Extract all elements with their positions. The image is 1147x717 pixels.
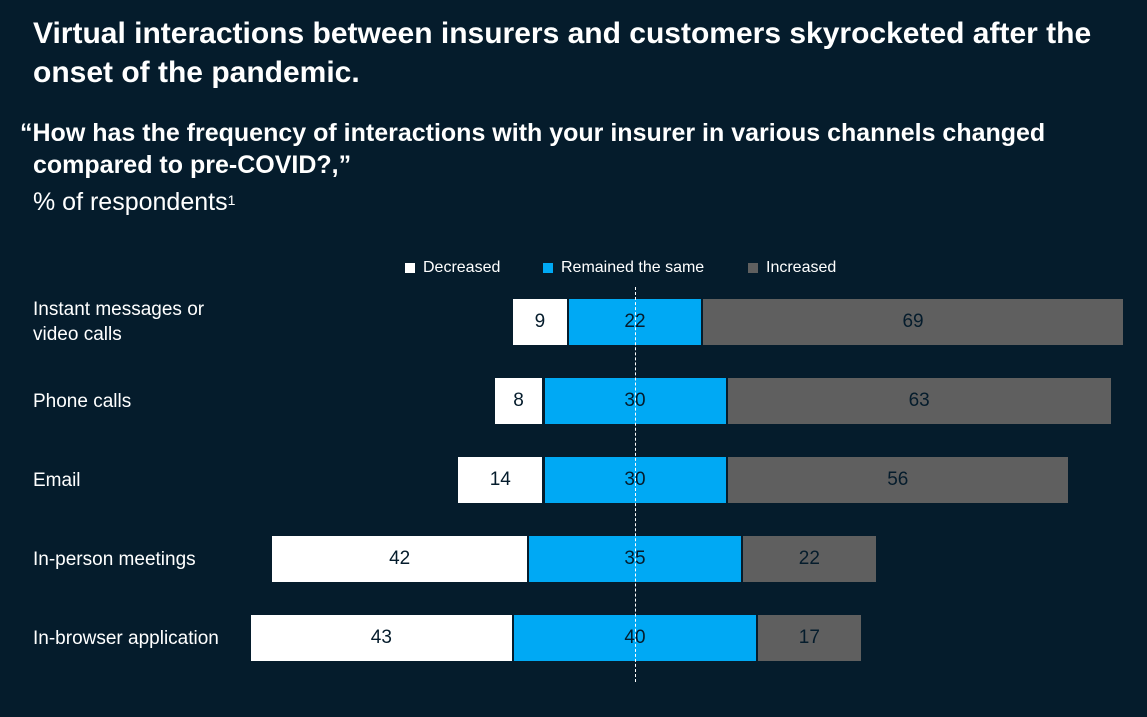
data-label: 56 <box>887 469 909 490</box>
chart-title: Virtual interactions between insurers an… <box>33 17 1092 89</box>
category-label-phone-calls: Phone calls <box>33 390 132 412</box>
data-label: 40 <box>624 627 646 648</box>
data-label: 69 <box>902 311 924 332</box>
unit-label: % of respondents1 <box>33 186 235 218</box>
data-label: 9 <box>534 311 546 332</box>
legend-label-increased: Increased <box>766 259 837 276</box>
category-label-in-browser-application: In-browser application <box>33 627 219 649</box>
legend-label-decreased: Decreased <box>423 259 501 276</box>
legend-item-increased: Increased <box>748 258 836 278</box>
bar-instant-messages-or-video-calls-increased: 69 <box>703 299 1123 345</box>
legend-swatch-increased <box>748 263 758 273</box>
data-label: 8 <box>513 390 524 411</box>
data-label: 43 <box>370 627 392 648</box>
legend-swatch-decreased <box>405 263 415 273</box>
data-label: 22 <box>624 311 646 332</box>
legend-swatch-same <box>543 263 553 273</box>
survey-question: “How has the frequency of interactions w… <box>20 119 1046 179</box>
data-label: 63 <box>908 390 930 411</box>
unit-text: % of respondents <box>33 188 228 216</box>
bar-in-person-meetings-decreased: 42 <box>272 536 528 582</box>
data-label: 17 <box>798 627 820 648</box>
data-label: 35 <box>624 548 646 569</box>
bar-instant-messages-or-video-calls-decreased: 9 <box>513 299 567 345</box>
bar-email-increased: 56 <box>727 457 1069 503</box>
category-label-email: Email <box>33 469 81 491</box>
bar-in-browser-application-increased: 17 <box>758 615 861 661</box>
category-label-in-person-meetings: In-person meetings <box>33 548 196 570</box>
data-label: 42 <box>389 548 411 569</box>
data-label: 30 <box>624 390 646 411</box>
center-line <box>635 287 636 682</box>
bar-in-browser-application-decreased: 43 <box>250 615 512 661</box>
legend-label-same: Remained the same <box>561 259 705 276</box>
footnote-marker: 1 <box>227 192 236 208</box>
legend-item-decreased: Decreased <box>405 258 500 278</box>
data-label: 22 <box>798 548 820 569</box>
data-label: 14 <box>489 469 511 490</box>
category-label-instant-messages-or-video-calls: Instant messages or video calls <box>33 299 205 345</box>
bar-instant-messages-or-video-calls-remained-the-same: 22 <box>568 299 702 345</box>
legend-item-same: Remained the same <box>543 258 704 278</box>
bar-phone-calls-decreased: 8 <box>494 378 543 424</box>
data-label: 30 <box>624 469 646 490</box>
bar-in-person-meetings-increased: 22 <box>742 536 876 582</box>
bar-phone-calls-increased: 63 <box>727 378 1111 424</box>
bar-email-decreased: 14 <box>458 457 543 503</box>
